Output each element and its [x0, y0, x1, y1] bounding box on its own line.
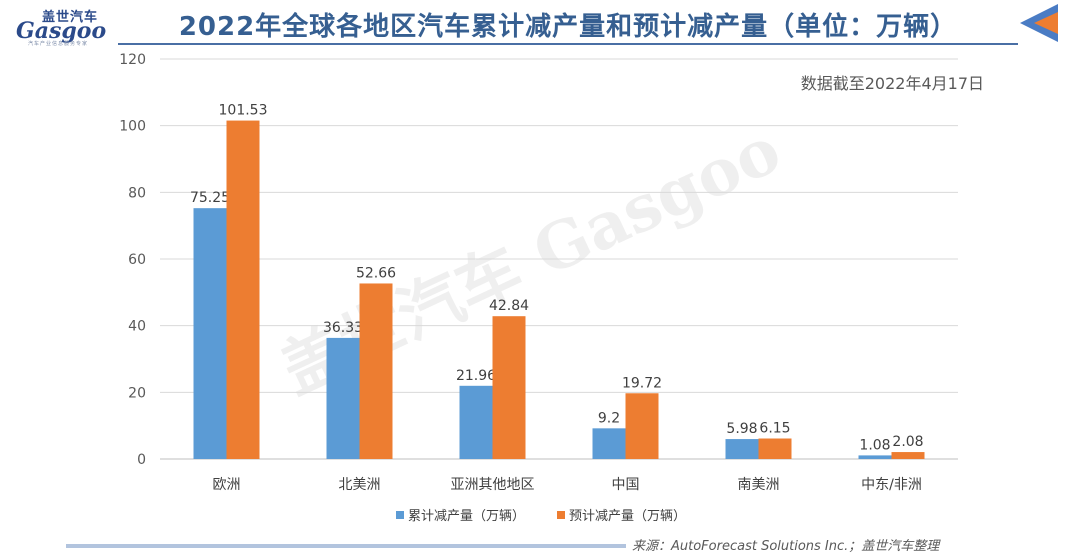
data-date-note: 数据截至2022年4月17日: [800, 74, 984, 93]
data-label: 42.84: [489, 298, 529, 314]
x-category-label: 亚洲其他地区: [451, 477, 535, 493]
title-underline: [118, 43, 1018, 45]
bar-projected: [758, 438, 792, 459]
bar-projected: [226, 120, 260, 460]
logo-en-text: Gasgoo: [16, 18, 107, 44]
bar-cumulative: [725, 439, 759, 459]
y-tick-label: 40: [128, 319, 146, 335]
y-tick-label: 120: [119, 52, 146, 68]
data-label: 2.08: [892, 434, 923, 450]
x-category-label: 中东/非洲: [861, 477, 922, 493]
bar-cumulative: [459, 385, 493, 459]
legend-label: 累计减产量（万辆）: [408, 509, 525, 524]
data-label: 101.53: [219, 103, 268, 119]
y-tick-label: 100: [119, 119, 146, 135]
logo-tagline: 汽车产业信息服务专家: [28, 41, 89, 47]
bar-projected: [492, 316, 526, 459]
back-arrow-icon[interactable]: [1018, 4, 1058, 42]
data-label: 6.15: [759, 421, 790, 437]
footer-line: [66, 544, 626, 548]
legend-swatch: [557, 511, 565, 519]
y-tick-label: 0: [137, 452, 146, 468]
data-label: 19.72: [622, 375, 662, 391]
data-label: 21.96: [456, 368, 496, 384]
bar-projected: [625, 393, 659, 459]
data-label: 36.33: [323, 320, 363, 336]
data-label: 1.08: [859, 437, 890, 453]
x-category-label: 南美洲: [738, 477, 780, 493]
data-label: 52.66: [356, 265, 396, 281]
data-label: 5.98: [726, 421, 757, 437]
bar-cumulative: [592, 428, 626, 459]
data-label: 75.25: [190, 190, 230, 206]
legend-swatch: [396, 511, 404, 519]
bar-cumulative: [326, 337, 360, 459]
logo-cn-text: 盖世汽车: [42, 10, 99, 25]
source-note: 来源：AutoForecast Solutions Inc.；盖世汽车整理: [632, 539, 940, 554]
x-category-label: 中国: [612, 477, 640, 493]
x-category-label: 北美洲: [339, 477, 381, 493]
bar-cumulative: [858, 455, 892, 459]
y-tick-label: 60: [128, 252, 146, 268]
gasgoo-logo: 盖世汽车 Gasgoo 汽车产业信息服务专家: [14, 6, 114, 47]
x-category-label: 欧洲: [213, 477, 241, 493]
y-tick-label: 80: [128, 185, 146, 201]
chart-title: 2022年全球各地区汽车累计减产量和预计减产量（单位：万辆）: [178, 12, 958, 42]
bar-cumulative: [193, 208, 227, 459]
legend-label: 预计减产量（万辆）: [569, 509, 686, 524]
y-tick-label: 20: [128, 385, 146, 401]
data-label: 9.2: [598, 410, 620, 426]
bar-projected: [359, 283, 393, 459]
bar-projected: [891, 452, 925, 459]
